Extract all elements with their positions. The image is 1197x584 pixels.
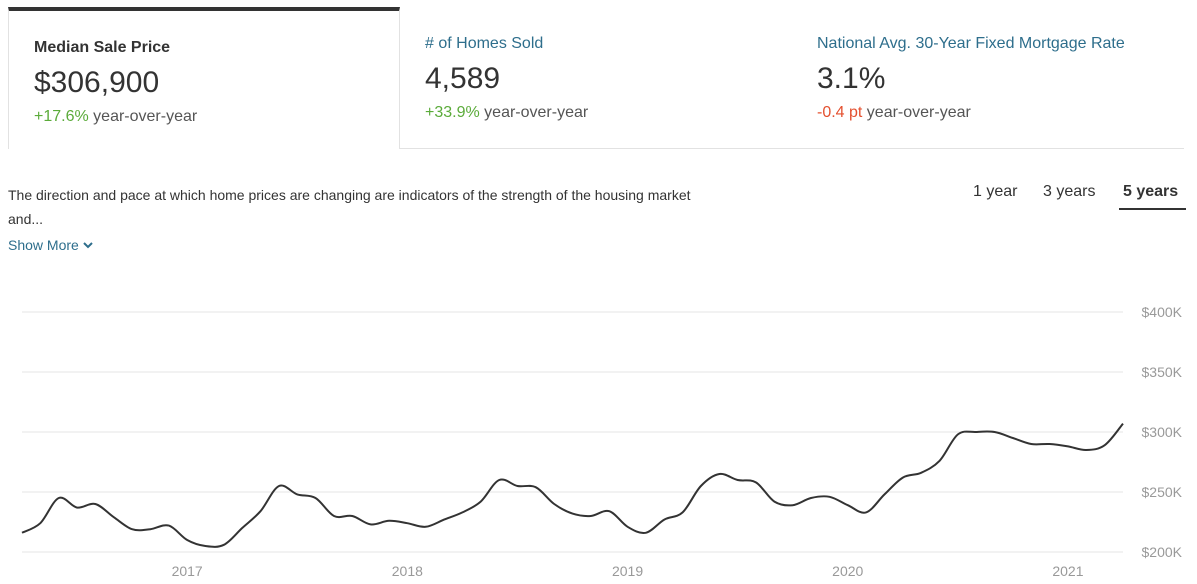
- stat-title: National Avg. 30-Year Fixed Mortgage Rat…: [817, 35, 1125, 52]
- stat-change: -0.4 pt year-over-year: [817, 104, 971, 122]
- change-value: +17.6%: [34, 108, 89, 125]
- change-value: +33.9%: [425, 104, 480, 121]
- range-tabs: 1 year 3 years 5 years: [960, 178, 1186, 212]
- stat-change: +33.9% year-over-year: [425, 104, 588, 122]
- stat-value: 3.1%: [817, 62, 886, 95]
- tab-1-year[interactable]: 1 year: [973, 183, 1018, 200]
- stat-card-median-sale-price[interactable]: Median Sale Price $306,900 +17.6% year-o…: [8, 7, 400, 149]
- change-value: -0.4 pt: [817, 104, 863, 121]
- stat-value: 4,589: [425, 62, 501, 95]
- active-tab-indicator: [1119, 208, 1186, 210]
- x-tick-label: 2017: [172, 563, 203, 579]
- tab-5-years[interactable]: 5 years: [1123, 183, 1179, 200]
- change-suffix: year-over-year: [88, 108, 198, 125]
- x-tick-label: 2020: [832, 563, 863, 579]
- y-tick-label: $200K: [1142, 544, 1183, 560]
- show-more-label: Show More: [8, 237, 79, 253]
- x-tick-label: 2019: [612, 563, 643, 579]
- change-suffix: year-over-year: [862, 104, 971, 121]
- y-tick-label: $350K: [1142, 364, 1183, 380]
- stat-card-homes-sold[interactable]: # of Homes Sold 4,589 +33.9% year-over-y…: [400, 7, 792, 149]
- x-tick-label: 2021: [1052, 563, 1083, 579]
- show-more-link[interactable]: Show More: [8, 237, 93, 253]
- stat-title: Median Sale Price: [34, 39, 171, 56]
- stat-title: # of Homes Sold: [425, 35, 544, 52]
- median-sale-price-chart: $200K $250K $300K $350K $400K 2017 2018 2019 20…: [21, 304, 1183, 579]
- chart-description: The direction and pace at which home pri…: [8, 187, 691, 227]
- y-tick-label: $300K: [1142, 424, 1183, 440]
- series-line: [21, 422, 1124, 548]
- chevron-down-icon: [83, 242, 93, 249]
- stat-tabs: Median Sale Price $306,900 +17.6% year-o…: [8, 7, 1184, 149]
- tab-divider: [400, 148, 1184, 149]
- y-tick-label: $400K: [1142, 304, 1183, 320]
- stat-change: +17.6% year-over-year: [34, 108, 197, 126]
- x-tick-label: 2018: [392, 563, 423, 579]
- stat-card-mortgage-rate[interactable]: National Avg. 30-Year Fixed Mortgage Rat…: [792, 7, 1184, 149]
- tab-3-years[interactable]: 3 years: [1043, 183, 1096, 200]
- y-tick-label: $250K: [1142, 484, 1183, 500]
- change-suffix: year-over-year: [479, 104, 589, 121]
- stat-value: $306,900: [34, 66, 160, 99]
